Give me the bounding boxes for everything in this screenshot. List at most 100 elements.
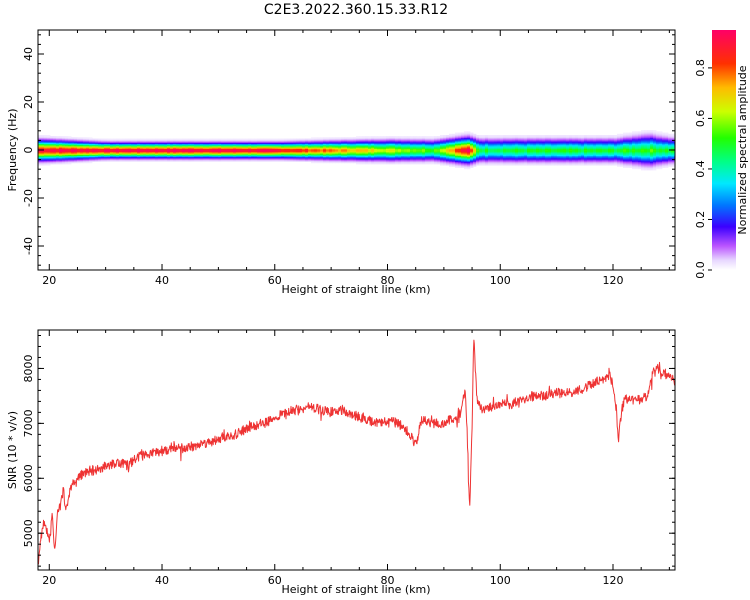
spectrogram-cell — [41, 159, 45, 161]
spectrogram-cell — [632, 159, 636, 161]
spectrogram-cell — [65, 161, 69, 164]
spectrogram-cell — [632, 144, 636, 147]
spectrogram-cell — [632, 148, 636, 150]
spectrogram-cell — [308, 148, 312, 150]
spectrogram-cell — [200, 154, 204, 156]
spectrogram-cell — [239, 160, 243, 162]
spectrogram-cell — [227, 143, 231, 146]
spectrogram-cell — [143, 149, 147, 152]
spectrogram-cell — [656, 151, 660, 154]
spectrogram-cell — [620, 137, 624, 140]
spectrogram-cell — [653, 166, 657, 168]
spectrogram-cell — [92, 160, 96, 162]
spectrogram-cell — [419, 141, 423, 143]
spectrogram-cell — [326, 145, 330, 148]
spectrogram-cell — [653, 143, 657, 146]
spectrogram-cell — [521, 144, 525, 147]
spectrogram-cell — [170, 144, 174, 147]
spectrogram-cell — [491, 150, 495, 153]
spectrogram-cell — [464, 133, 468, 136]
spectrogram-cell — [116, 143, 120, 146]
spectrogram-cell — [584, 142, 588, 144]
spectrogram-cell — [227, 157, 231, 160]
spectrogram-cell — [134, 147, 138, 149]
spectrogram-cell — [476, 141, 480, 143]
spectrogram-cell — [443, 147, 447, 149]
spectrogram-cell — [635, 147, 639, 149]
spectrogram-cell — [530, 149, 534, 152]
spectrogram-cell — [557, 141, 561, 143]
spectrogram-cell — [164, 157, 168, 160]
spectrogram-cell — [182, 153, 186, 155]
spectrogram-cell — [524, 156, 528, 159]
spectrogram-cell — [155, 150, 159, 153]
spectrogram-cell — [242, 147, 246, 149]
spectrogram-cell — [572, 144, 576, 147]
spectrogram-cell — [500, 145, 504, 148]
spectrogram-cell — [107, 138, 111, 141]
spectrogram-cell — [323, 154, 327, 156]
spectrogram-cell — [116, 151, 120, 154]
spectrogram-cell — [386, 142, 390, 144]
spectrogram-cell — [491, 155, 495, 158]
spectrogram-cell — [92, 157, 96, 160]
spectrogram-cell — [362, 157, 366, 160]
spectrogram-cell — [380, 155, 384, 158]
spectrogram-cell — [647, 168, 651, 171]
spectrogram-cell — [326, 161, 330, 164]
spectrogram-cell — [68, 144, 72, 147]
spectrogram-cell — [209, 142, 213, 144]
spectrogram-cell — [185, 144, 189, 147]
spectrogram-cell — [605, 147, 609, 149]
spectrogram-cell — [437, 156, 441, 159]
spectrogram-cell — [416, 144, 420, 147]
spectrogram-cell — [470, 162, 474, 165]
spectrogram-cell — [338, 154, 342, 156]
spectrogram-cell — [251, 143, 255, 146]
spectrogram-cell — [62, 153, 66, 155]
spectrogram-cell — [617, 143, 621, 146]
spectrogram-cell — [626, 155, 630, 158]
spectrogram-cell — [425, 144, 429, 147]
spectrogram-cell — [566, 143, 570, 146]
spectrogram-cell — [218, 154, 222, 156]
spectrogram-cell — [398, 145, 402, 148]
spectrogram-cell — [392, 150, 396, 153]
spectrogram-cell — [467, 136, 471, 138]
spectrogram-cell — [533, 163, 537, 166]
spectrogram-cell — [668, 163, 672, 166]
spectrogram-cell — [545, 156, 549, 159]
spectrogram-cell — [476, 160, 480, 162]
spectrogram-cell — [428, 150, 432, 153]
spectrogram-cell — [476, 142, 480, 144]
spectrogram-cell — [566, 161, 570, 164]
spectrogram-cell — [650, 153, 654, 155]
spectrogram-cell — [50, 149, 54, 152]
spectrogram-cell — [341, 141, 345, 143]
spectrogram-cell — [335, 150, 339, 153]
spectrogram-cell — [365, 144, 369, 147]
spectrogram-cell — [593, 145, 597, 148]
spectrogram-cell — [620, 145, 624, 148]
spectrogram-cell — [551, 141, 555, 143]
spectrogram-cell — [362, 147, 366, 149]
spectrogram-cell — [128, 143, 132, 146]
spectrogram-cell — [74, 144, 78, 147]
spectrogram-cell — [488, 162, 492, 165]
spectrogram-cell — [302, 138, 306, 141]
spectrogram-cell — [629, 153, 633, 155]
spectrogram-cell — [149, 149, 153, 152]
spectrogram-cell — [572, 157, 576, 160]
spectrogram-cell — [299, 149, 303, 152]
spectrogram-cell — [446, 150, 450, 153]
spectrogram-cell — [134, 157, 138, 160]
spectrogram-cell — [425, 143, 429, 146]
spectrogram-cell — [566, 135, 570, 137]
spectrogram-cell — [593, 144, 597, 147]
spectrogram-cell — [620, 151, 624, 154]
spectrogram-cell — [62, 149, 66, 152]
spectrogram-cell — [563, 151, 567, 154]
spectrogram-cell — [365, 147, 369, 149]
spectrogram-cell — [560, 161, 564, 164]
spectrogram-cell — [53, 162, 57, 165]
